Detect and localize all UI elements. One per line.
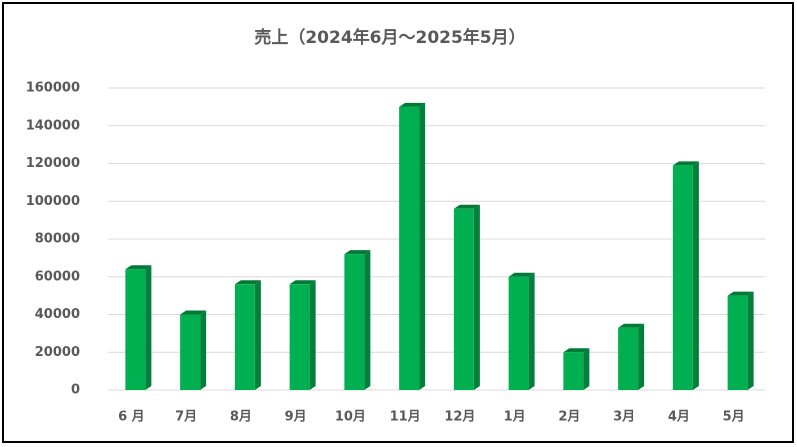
bar-top [453, 204, 480, 209]
x-tick-label: 6 月 [118, 410, 145, 425]
bar [234, 284, 255, 390]
x-tick-label: 3月 [613, 410, 635, 425]
x-tick-label: 11月 [390, 410, 421, 425]
x-tick-label: 1月 [504, 410, 526, 425]
bar-top [672, 161, 699, 166]
y-tick-label: 100000 [26, 194, 80, 209]
bar-top [180, 310, 207, 315]
bar-side [583, 348, 590, 390]
x-tick-label: 10月 [335, 410, 366, 425]
bar-top [125, 265, 152, 270]
bar-side [364, 250, 371, 390]
chart-title: 売上（2024年6月～2025年5月） [254, 27, 525, 48]
x-tick-label: 7月 [175, 410, 197, 425]
x-tick-label: 4月 [668, 410, 690, 425]
y-tick-label: 120000 [26, 156, 80, 171]
x-tick-label: 9月 [285, 410, 307, 425]
bar [563, 352, 584, 390]
bar [453, 208, 474, 390]
y-tick-label: 160000 [26, 81, 80, 96]
bar-side [200, 310, 207, 390]
bar [508, 276, 529, 390]
bar-side [419, 102, 426, 390]
bar-side [638, 323, 645, 390]
bar-side [309, 280, 316, 390]
bar [727, 295, 748, 390]
bar-top [563, 348, 590, 353]
bar-top [234, 280, 261, 285]
x-tick-label: 2月 [558, 410, 580, 425]
y-tick-label: 60000 [35, 269, 80, 284]
bar [125, 269, 146, 390]
bar-side [254, 280, 261, 390]
bar-side [692, 161, 699, 390]
bar [399, 106, 420, 390]
bar [672, 165, 693, 390]
y-tick-label: 20000 [35, 345, 80, 360]
bar-side [528, 272, 535, 390]
y-tick-label: 80000 [35, 232, 80, 247]
y-tick-label: 0 [71, 383, 80, 398]
bar-side [145, 265, 152, 390]
bar [180, 314, 201, 390]
bar-top [289, 280, 316, 285]
x-tick-label: 5月 [723, 410, 745, 425]
x-tick-label: 12月 [444, 410, 475, 425]
bar-side [747, 291, 754, 390]
bar [289, 284, 310, 390]
bar-top [618, 323, 645, 328]
y-tick-label: 40000 [35, 307, 80, 322]
bar [618, 327, 639, 390]
bar-side [473, 204, 480, 390]
bar-top [344, 250, 371, 255]
x-tick-label: 8月 [230, 410, 252, 425]
y-tick-label: 140000 [26, 118, 80, 133]
bar-top [399, 102, 426, 107]
bar-top [508, 272, 535, 277]
bar [344, 254, 365, 390]
bar-top [727, 291, 754, 296]
